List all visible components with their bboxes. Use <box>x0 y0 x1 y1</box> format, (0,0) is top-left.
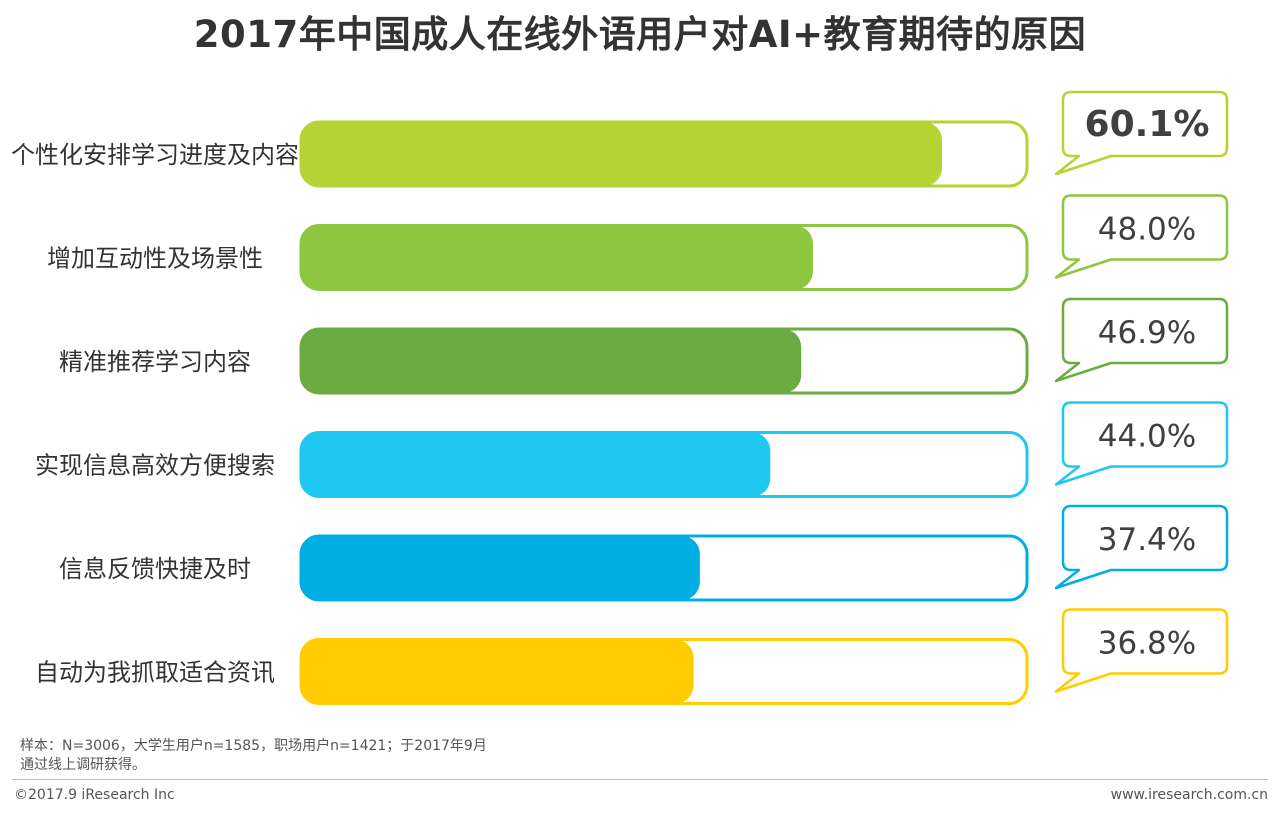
footer-divider <box>12 779 1268 780</box>
value-label: 46.9% <box>1098 315 1196 351</box>
bar <box>301 122 942 186</box>
value-label: 48.0% <box>1098 212 1196 248</box>
value-callout <box>1054 194 1229 279</box>
value-label: 60.1% <box>1085 104 1210 145</box>
sample-note-line-1: 样本：N=3006，大学生用户n=1585，职场用户n=1421；于2017年9… <box>20 738 487 754</box>
value-callout <box>1054 297 1229 383</box>
bar <box>301 432 771 497</box>
value-callout <box>1054 504 1229 590</box>
value-callout <box>1054 608 1229 693</box>
category-label: 个性化安排学习进度及内容 <box>11 141 299 169</box>
value-callout <box>1054 401 1229 486</box>
value-callout <box>1054 90 1229 176</box>
value-label: 37.4% <box>1098 522 1196 558</box>
bar-chart: 个性化安排学习进度及内容 60.1% 增加互动性及场景性 48.0% 精准推荐学习内容 4… <box>11 90 1229 705</box>
value-label: 36.8% <box>1098 626 1196 662</box>
category-label: 自动为我抓取适合资讯 <box>35 659 275 687</box>
value-label: 44.0% <box>1098 419 1196 455</box>
category-label: 精准推荐学习内容 <box>59 348 251 376</box>
chart-title: 2017年中国成人在线外语用户对AI+教育期待的原因 <box>193 13 1087 56</box>
sample-note: 样本：N=3006，大学生用户n=1585，职场用户n=1421；于2017年9… <box>20 737 487 775</box>
bar <box>301 639 694 704</box>
bar <box>301 329 802 393</box>
bar <box>301 536 700 600</box>
sample-note-line-2: 通过线上调研获得。 <box>20 757 146 773</box>
website-url: www.iresearch.com.cn <box>1110 787 1268 803</box>
category-label: 实现信息高效方便搜索 <box>35 452 275 480</box>
category-label: 增加互动性及场景性 <box>47 245 263 273</box>
copyright-text: ©2017.9 iResearch Inc <box>14 787 175 803</box>
category-label: 信息反馈快捷及时 <box>59 555 251 583</box>
bar <box>301 225 813 290</box>
